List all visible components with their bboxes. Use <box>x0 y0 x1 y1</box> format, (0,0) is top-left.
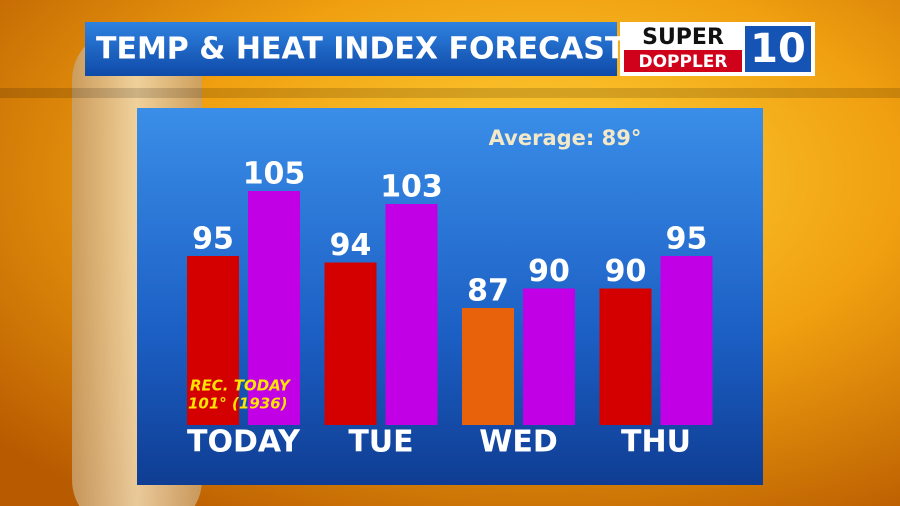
bar <box>523 288 575 425</box>
average-label: Average: 89° <box>489 126 642 150</box>
value-label: 95 <box>192 222 234 257</box>
value-label: 87 <box>467 274 509 309</box>
logo-ten: 10 <box>750 26 806 72</box>
bar <box>385 204 438 425</box>
value-label: 90 <box>528 254 570 289</box>
x-tick-label: TUE <box>348 425 413 460</box>
chart-title: TEMP & HEAT INDEX FORECAST <box>96 32 626 67</box>
logo-top <box>624 26 742 48</box>
value-label: 105 <box>243 157 306 192</box>
bar <box>462 308 514 425</box>
bar <box>324 262 377 425</box>
bar <box>248 191 300 425</box>
bar <box>660 256 713 425</box>
value-label: 94 <box>330 228 372 263</box>
logo-ten-box <box>745 26 811 72</box>
value-label: 103 <box>380 170 443 205</box>
logo-bottom <box>624 50 742 72</box>
title-bar <box>85 22 617 76</box>
shadow-band <box>0 88 900 98</box>
bar <box>599 288 652 425</box>
logo-doppler: DOPPLER <box>638 52 727 72</box>
record-label: REC. TODAY <box>190 377 292 395</box>
logo-super: SUPER <box>642 25 724 50</box>
value-label: 90 <box>605 254 647 289</box>
chart-panel <box>137 108 763 485</box>
record-label: 101° (1936) <box>188 395 288 413</box>
x-tick-label: TODAY <box>187 425 301 460</box>
x-tick-label: WED <box>479 425 558 460</box>
bar <box>187 256 239 425</box>
x-tick-label: THU <box>621 425 691 460</box>
value-label: 95 <box>666 222 708 257</box>
